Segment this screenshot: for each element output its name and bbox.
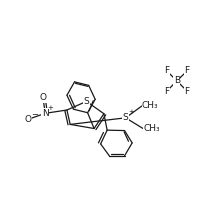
Text: S: S xyxy=(84,97,89,106)
Text: CH₃: CH₃ xyxy=(143,124,160,133)
Text: F: F xyxy=(164,66,169,76)
Text: CH₃: CH₃ xyxy=(142,101,159,110)
Text: O: O xyxy=(39,93,47,102)
Text: −: − xyxy=(31,110,38,119)
Text: S: S xyxy=(123,113,128,122)
Text: +: + xyxy=(128,109,134,115)
Text: +: + xyxy=(47,105,53,111)
Text: B: B xyxy=(174,76,180,85)
Text: F: F xyxy=(164,87,169,96)
Text: N: N xyxy=(42,109,49,118)
Text: F: F xyxy=(185,66,190,76)
Text: O: O xyxy=(24,115,31,124)
Text: F: F xyxy=(185,87,190,96)
